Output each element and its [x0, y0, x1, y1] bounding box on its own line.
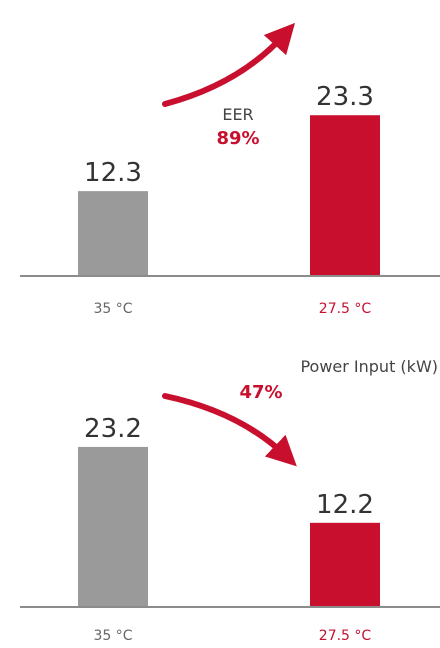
eer-change-percent: 89%: [216, 128, 259, 149]
power-tick-label-35c: 35 °C: [93, 628, 132, 644]
power-metric-label: Power Input (kW): [300, 357, 438, 376]
eer-bar-27-5c: [310, 115, 380, 276]
power-change-percent: 47%: [239, 382, 282, 403]
eer-chart: 12.3 23.3 35 °C 27.5 °C EER 89%: [20, 22, 440, 317]
power-bar-27-5c: [310, 522, 380, 607]
power-decrease-arrow: [162, 393, 297, 467]
eer-bar-35c: [78, 191, 148, 276]
power-value-label-27-5c: 12.2: [316, 490, 374, 520]
eer-tick-label-27-5c: 27.5 °C: [319, 301, 372, 317]
power-input-chart: 23.2 12.2 35 °C 27.5 °C Power Input (kW)…: [20, 357, 440, 644]
eer-metric-label: EER: [222, 105, 253, 124]
power-tick-label-27-5c: 27.5 °C: [319, 628, 372, 644]
eer-value-label-27-5c: 23.3: [316, 82, 374, 112]
power-value-label-35c: 23.2: [84, 414, 142, 444]
eer-tick-label-35c: 35 °C: [93, 301, 132, 317]
eer-increase-arrow: [162, 22, 296, 107]
power-bar-35c: [78, 446, 148, 607]
eer-value-label-35c: 12.3: [84, 158, 142, 188]
